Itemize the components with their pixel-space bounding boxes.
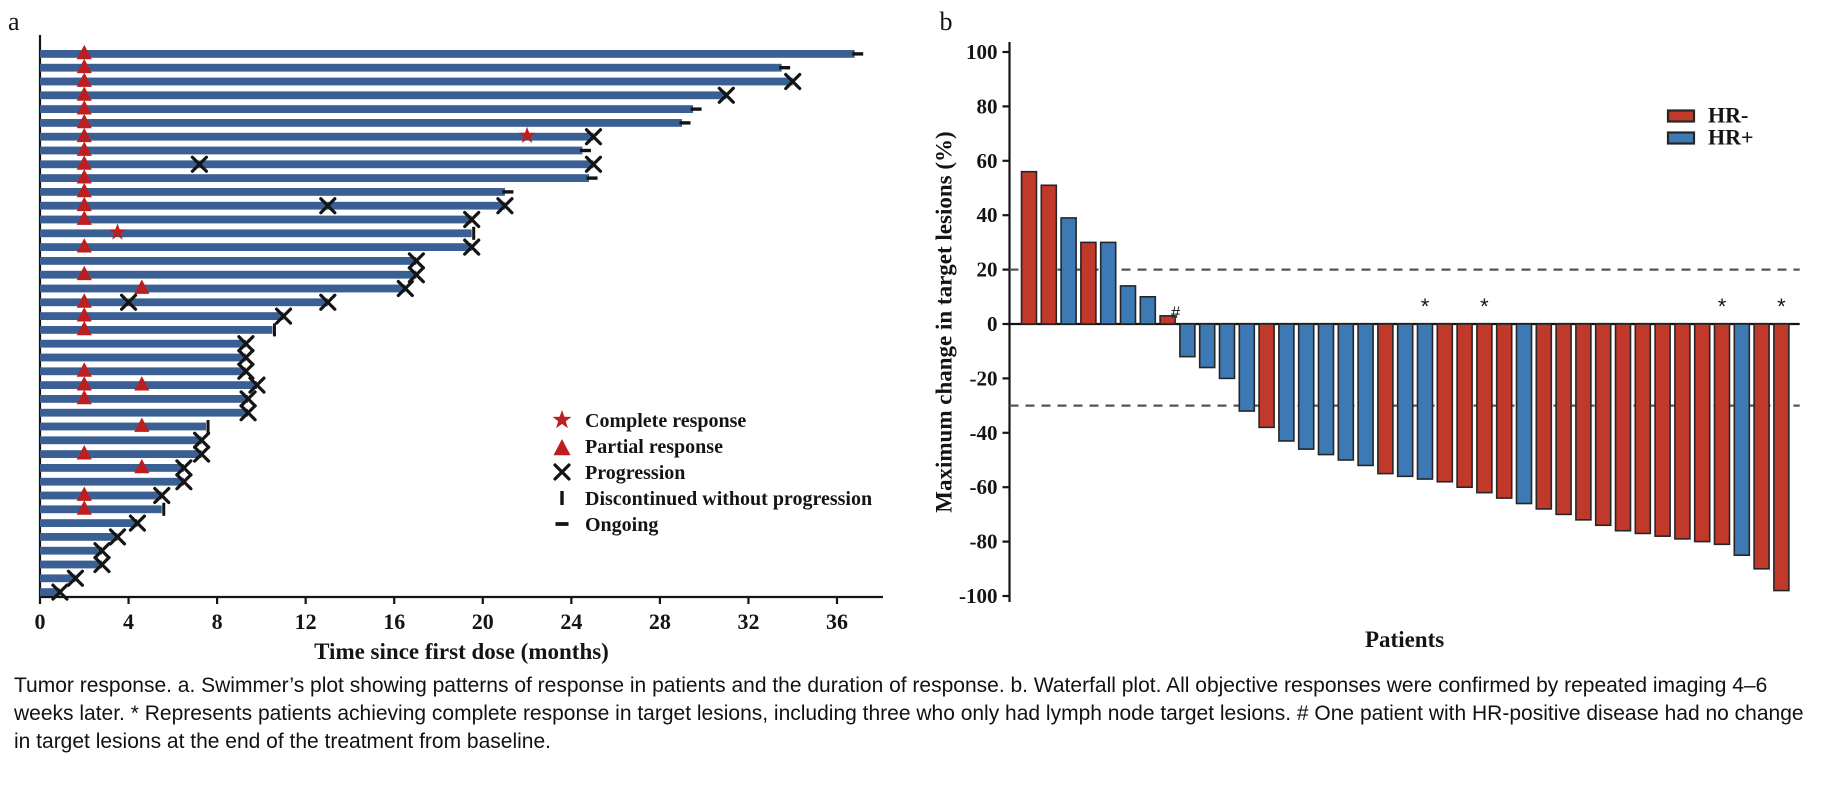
svg-text:80: 80 xyxy=(977,94,998,118)
svg-text:*: * xyxy=(1777,294,1786,319)
svg-text:Patients: Patients xyxy=(1365,627,1444,652)
svg-text:0: 0 xyxy=(35,609,46,634)
svg-text:*: * xyxy=(1480,294,1489,319)
svg-text:*: * xyxy=(1421,294,1430,319)
svg-text:12: 12 xyxy=(295,609,317,634)
svg-text:20: 20 xyxy=(472,609,494,634)
svg-text:100: 100 xyxy=(966,40,998,64)
svg-text:24: 24 xyxy=(560,609,582,634)
svg-text:-40: -40 xyxy=(970,421,998,445)
svg-text:-80: -80 xyxy=(970,530,998,554)
svg-text:#: # xyxy=(1171,303,1181,322)
svg-text:-100: -100 xyxy=(959,584,998,608)
svg-text:32: 32 xyxy=(737,609,759,634)
svg-text:36: 36 xyxy=(826,609,848,634)
svg-text:60: 60 xyxy=(977,149,998,173)
svg-text:Time since first dose (months): Time since first dose (months) xyxy=(314,639,609,664)
svg-text:-60: -60 xyxy=(970,475,998,499)
svg-text:8: 8 xyxy=(212,609,223,634)
svg-text:Ongoing: Ongoing xyxy=(585,514,658,536)
svg-text:*: * xyxy=(1718,294,1727,319)
svg-text:40: 40 xyxy=(977,203,998,227)
svg-text:Partial response: Partial response xyxy=(585,436,723,458)
svg-text:16: 16 xyxy=(383,609,405,634)
svg-text:20: 20 xyxy=(977,258,998,282)
svg-text:HR+: HR+ xyxy=(1708,125,1754,150)
svg-text:Discontinued without progressi: Discontinued without progression xyxy=(585,488,872,510)
svg-text:Complete response: Complete response xyxy=(585,410,746,432)
svg-text:-20: -20 xyxy=(970,366,998,390)
svg-text:a: a xyxy=(8,7,20,36)
svg-text:28: 28 xyxy=(649,609,671,634)
svg-text:4: 4 xyxy=(123,609,134,634)
svg-text:b: b xyxy=(940,7,953,36)
svg-text:Progression: Progression xyxy=(585,462,685,484)
svg-text:Maximum change in target lesio: Maximum change in target lesions (%) xyxy=(932,131,957,512)
svg-text:0: 0 xyxy=(987,312,998,336)
